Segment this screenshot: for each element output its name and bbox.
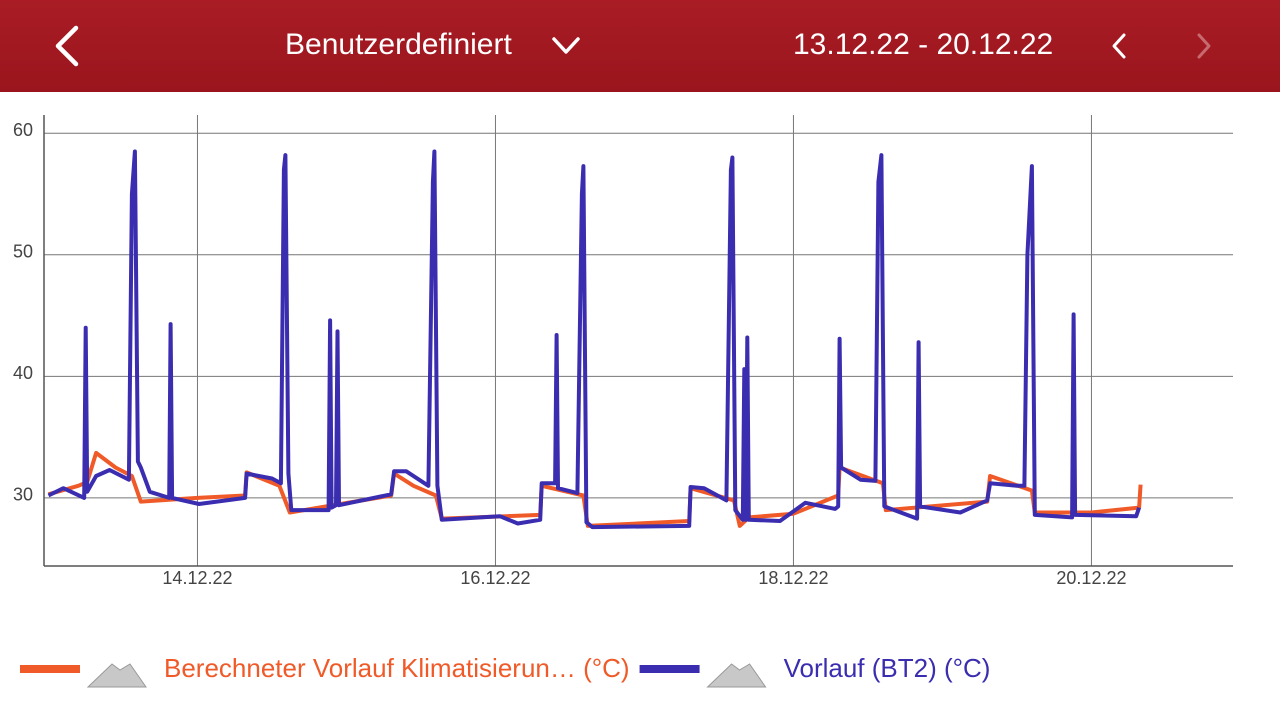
x-tick-label: 14.12.22: [162, 568, 232, 588]
y-tick-label: 60: [13, 120, 33, 140]
area-toggle-icon: [706, 663, 767, 688]
y-tick-label: 30: [13, 485, 33, 505]
dropdown-icon[interactable]: [552, 37, 580, 54]
header-bar: Benutzerdefiniert 13.12.22 - 20.12.22: [0, 0, 1280, 92]
legend-label: Vorlauf (BT2) (°C): [784, 653, 991, 683]
legend: Berechneter Vorlauf Klimatisierun… (°C) V…: [20, 653, 991, 688]
previous-button[interactable]: [1112, 33, 1126, 59]
next-button[interactable]: [1197, 33, 1211, 59]
series-line: [47, 450, 1143, 528]
legend-label: Berechneter Vorlauf Klimatisierun… (°C): [164, 653, 630, 683]
y-tick-label: 40: [13, 363, 33, 383]
chart: 30 40 50 60 14.12.22 16.12.22 18.12.22 20.12.22: [13, 115, 1233, 588]
series-line: [47, 149, 1141, 530]
back-button[interactable]: [55, 25, 79, 67]
x-tick-label: 18.12.22: [758, 568, 828, 588]
view-title[interactable]: Benutzerdefiniert: [285, 28, 512, 61]
x-tick-label: 20.12.22: [1056, 568, 1126, 588]
x-tick-label: 16.12.22: [460, 568, 530, 588]
date-range: 13.12.22 - 20.12.22: [793, 28, 1053, 61]
y-tick-label: 50: [13, 242, 33, 262]
area-toggle-icon: [86, 663, 147, 688]
